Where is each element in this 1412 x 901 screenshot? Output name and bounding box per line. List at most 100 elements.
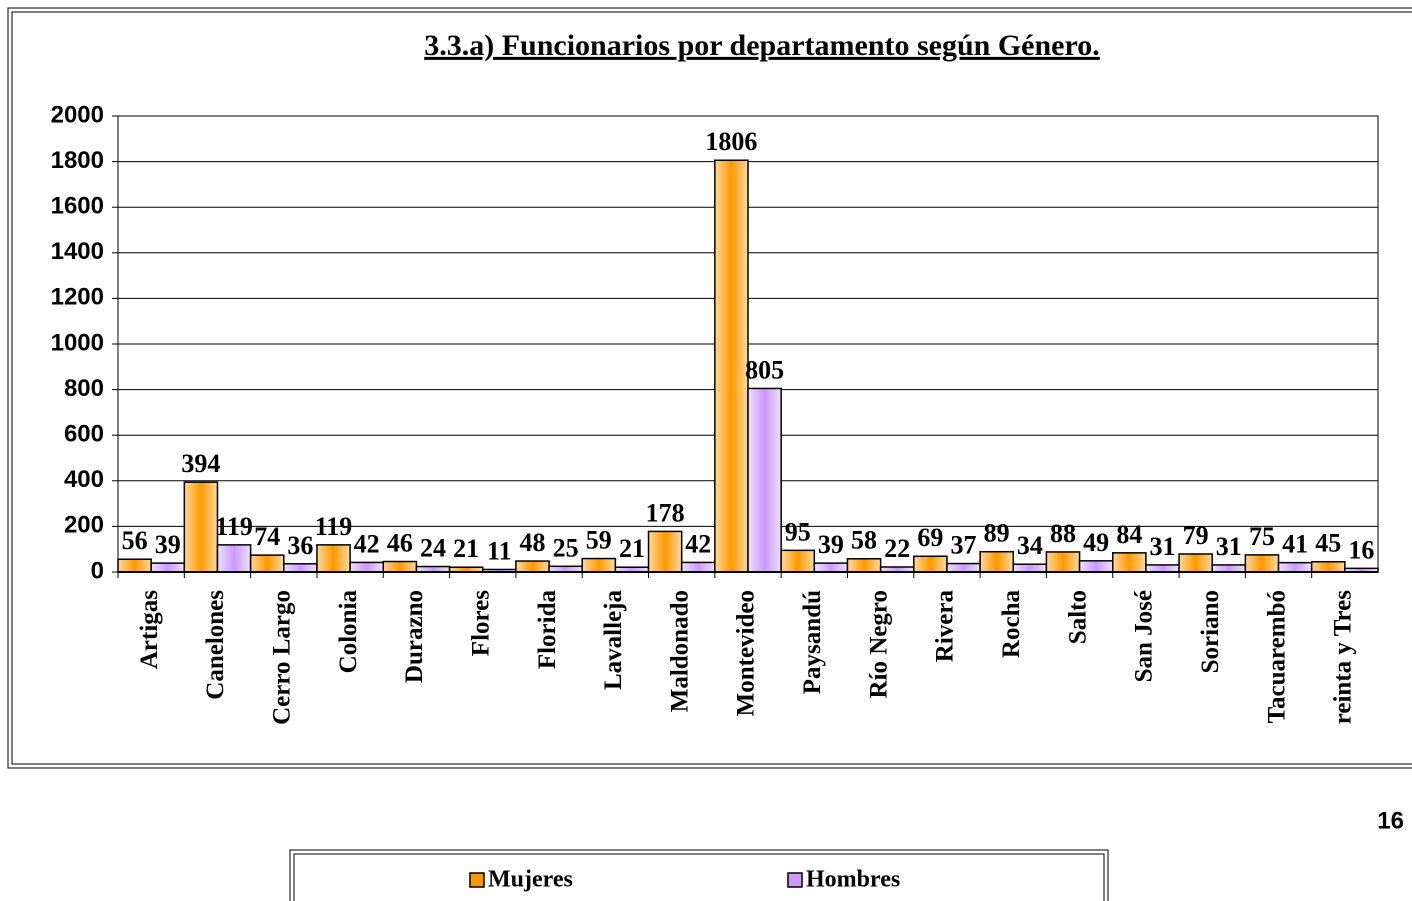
- y-tick-label: 1400: [51, 238, 104, 265]
- data-label: 95: [785, 517, 811, 546]
- bar: [1012, 563, 1048, 573]
- x-tick-label: Soriano: [1197, 590, 1224, 673]
- data-label: 39: [155, 530, 181, 559]
- legend-swatch: [787, 872, 803, 888]
- data-label: 394: [181, 449, 220, 478]
- legend-label: Mujeres: [488, 867, 573, 893]
- y-tick-label: 1800: [51, 147, 104, 174]
- y-tick-label: 200: [64, 512, 104, 539]
- x-tick-label: Rivera: [932, 590, 959, 663]
- bar: [117, 558, 152, 573]
- data-label: 22: [884, 534, 910, 563]
- x-tick-label: Flores: [467, 590, 494, 656]
- legend-swatch: [469, 872, 485, 888]
- data-label: 42: [685, 529, 711, 558]
- page-number: 16: [1377, 807, 1404, 834]
- data-label: 25: [553, 533, 579, 562]
- bar: [249, 554, 285, 573]
- bar: [946, 562, 981, 573]
- data-label: 1806: [705, 127, 757, 156]
- x-tick-label: Tacuarembó: [1263, 590, 1290, 723]
- x-tick-label: Montevideo: [733, 590, 760, 716]
- y-tick-label: 1600: [51, 193, 104, 220]
- bar: [1178, 553, 1213, 573]
- data-label: 119: [215, 512, 253, 541]
- chart-frame: [7, 7, 1412, 769]
- bar: [647, 530, 683, 573]
- x-tick-label: Cerro Largo: [269, 590, 296, 725]
- data-label: 36: [287, 531, 313, 560]
- bar: [846, 558, 882, 573]
- x-tick-label: Durazno: [401, 590, 428, 683]
- y-tick-label: 1000: [51, 329, 104, 356]
- data-label: 41: [1282, 530, 1308, 559]
- x-tick-label: Maldonado: [666, 590, 693, 712]
- bar: [813, 562, 849, 573]
- chart-frame-inner: [11, 11, 1412, 765]
- data-label: 805: [745, 355, 784, 384]
- bar: [1078, 560, 1114, 573]
- legend-label: Hombres: [806, 867, 900, 893]
- x-tick-label: reinta y Tres: [1330, 590, 1357, 725]
- bar: [150, 562, 186, 573]
- bar: [780, 549, 816, 573]
- bar: [714, 159, 749, 573]
- x-tick-label: Rocha: [998, 590, 1025, 659]
- bar: [1111, 552, 1147, 573]
- data-label: 21: [619, 534, 645, 563]
- data-label: 74: [254, 522, 280, 551]
- bar: [581, 557, 617, 573]
- bar: [283, 563, 318, 573]
- bar: [216, 544, 252, 573]
- data-label: 21: [453, 534, 479, 563]
- data-label: 69: [917, 523, 943, 552]
- bar: [1244, 554, 1280, 573]
- x-tick-label: Lavalleja: [600, 590, 627, 690]
- bar: [316, 544, 351, 573]
- data-label: 45: [1315, 529, 1341, 558]
- bar: [1310, 560, 1346, 573]
- bar: [979, 550, 1015, 573]
- y-tick-label: 600: [64, 421, 104, 448]
- bar: [1145, 564, 1180, 573]
- bar: [382, 560, 418, 573]
- x-tick-label: Paysandú: [799, 590, 826, 694]
- data-label: 48: [519, 528, 545, 557]
- data-label: 42: [354, 529, 380, 558]
- data-label: 34: [1017, 531, 1043, 560]
- data-label: 119: [315, 512, 353, 541]
- bar: [183, 481, 219, 573]
- x-tick-label: Río Negro: [865, 590, 892, 699]
- bar: [1277, 561, 1313, 573]
- y-tick-label: 1200: [51, 284, 104, 311]
- data-label: 31: [1149, 532, 1175, 561]
- x-tick-label: Colonia: [335, 590, 362, 674]
- data-label: 178: [646, 498, 685, 527]
- y-tick-label: 400: [64, 466, 104, 493]
- x-tick-label: Canelones: [202, 590, 229, 700]
- data-label: 37: [951, 531, 977, 560]
- x-tick-label: Florida: [534, 590, 561, 670]
- x-tick-label: Artigas: [136, 590, 163, 669]
- data-label: 88: [1050, 519, 1076, 548]
- bar: [747, 387, 782, 573]
- data-label: 56: [122, 526, 148, 555]
- bar: [680, 561, 716, 573]
- bar: [515, 560, 550, 573]
- y-tick-label: 2000: [51, 101, 104, 128]
- data-label: 16: [1348, 535, 1374, 564]
- y-tick-label: 800: [64, 375, 104, 402]
- data-label: 24: [420, 533, 446, 562]
- y-tick-label: 0: [91, 557, 104, 584]
- data-label: 58: [851, 526, 877, 555]
- data-label: 79: [1183, 521, 1209, 550]
- data-label: 49: [1083, 528, 1109, 557]
- data-label: 31: [1216, 532, 1242, 561]
- x-tick-label: Salto: [1064, 590, 1091, 644]
- data-label: 59: [586, 526, 612, 555]
- data-label: 46: [387, 528, 413, 557]
- data-label: 11: [487, 536, 512, 565]
- data-label: 89: [984, 519, 1010, 548]
- x-tick-label: San José: [1131, 590, 1158, 682]
